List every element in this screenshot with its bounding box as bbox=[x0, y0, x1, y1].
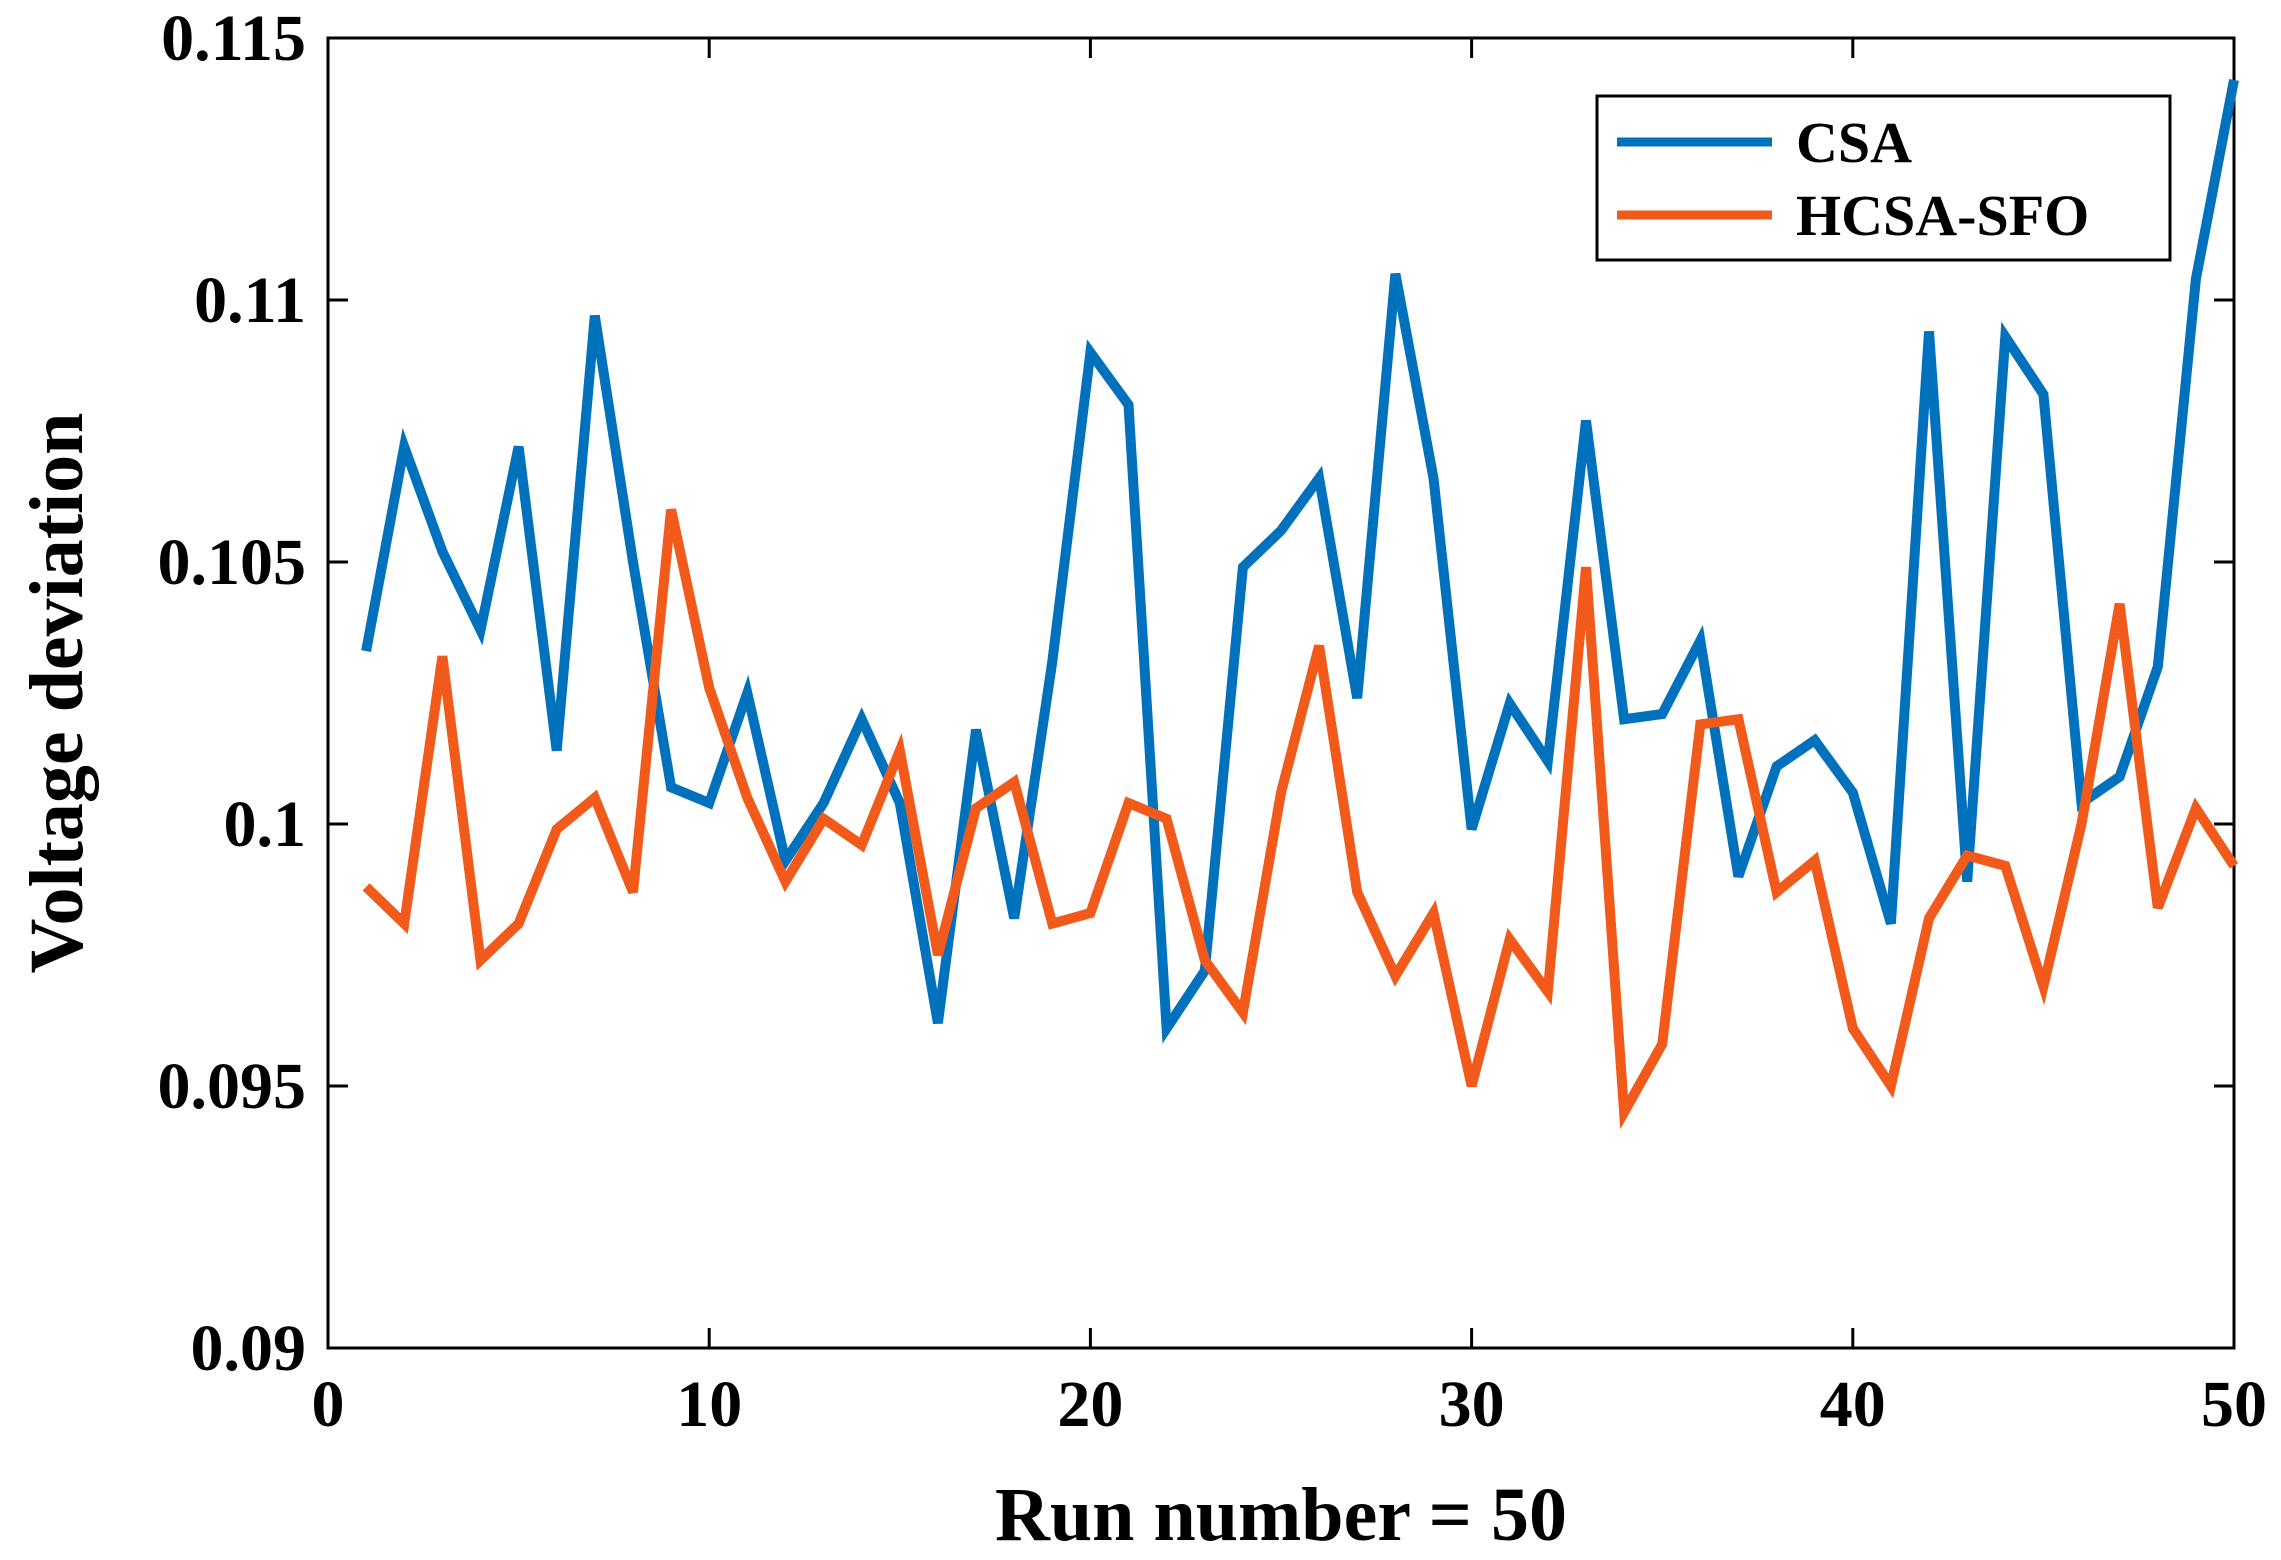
y-tick-label: 0.09 bbox=[191, 1312, 307, 1385]
x-tick-label: 30 bbox=[1439, 1368, 1505, 1441]
x-tick-label: 50 bbox=[2201, 1368, 2267, 1441]
legend: CSA HCSA-SFO bbox=[1595, 94, 2172, 262]
legend-box bbox=[1595, 94, 2172, 262]
tick-labels: 0 10 20 30 40 50 0.09 0.095 0.1 0.105 0.11 0.115 bbox=[158, 2, 2268, 1441]
axis-ticks bbox=[326, 36, 2236, 1350]
series-line-csa bbox=[361, 78, 2239, 1044]
y-tick-label: 0.115 bbox=[161, 2, 306, 75]
legend-label-hcsa-sfo: HCSA-SFO bbox=[1796, 183, 2089, 248]
y-tick-label: 0.1 bbox=[224, 788, 307, 861]
x-tick-label: 40 bbox=[1820, 1368, 1886, 1441]
x-tick-label: 10 bbox=[676, 1368, 742, 1441]
x-axis-title: Run number = 50 bbox=[995, 1473, 1567, 1557]
x-tick-label: 0 bbox=[312, 1368, 345, 1441]
y-tick-label: 0.11 bbox=[194, 264, 306, 337]
series-line-hcsa-sfo bbox=[362, 508, 2239, 1130]
y-axis-title: Voltage deviation bbox=[15, 413, 99, 974]
series-layer bbox=[361, 78, 2239, 1130]
legend-label-csa: CSA bbox=[1796, 110, 1912, 175]
x-tick-label: 20 bbox=[1057, 1368, 1123, 1441]
y-tick-label: 0.095 bbox=[158, 1050, 307, 1123]
y-tick-label: 0.105 bbox=[158, 526, 307, 599]
